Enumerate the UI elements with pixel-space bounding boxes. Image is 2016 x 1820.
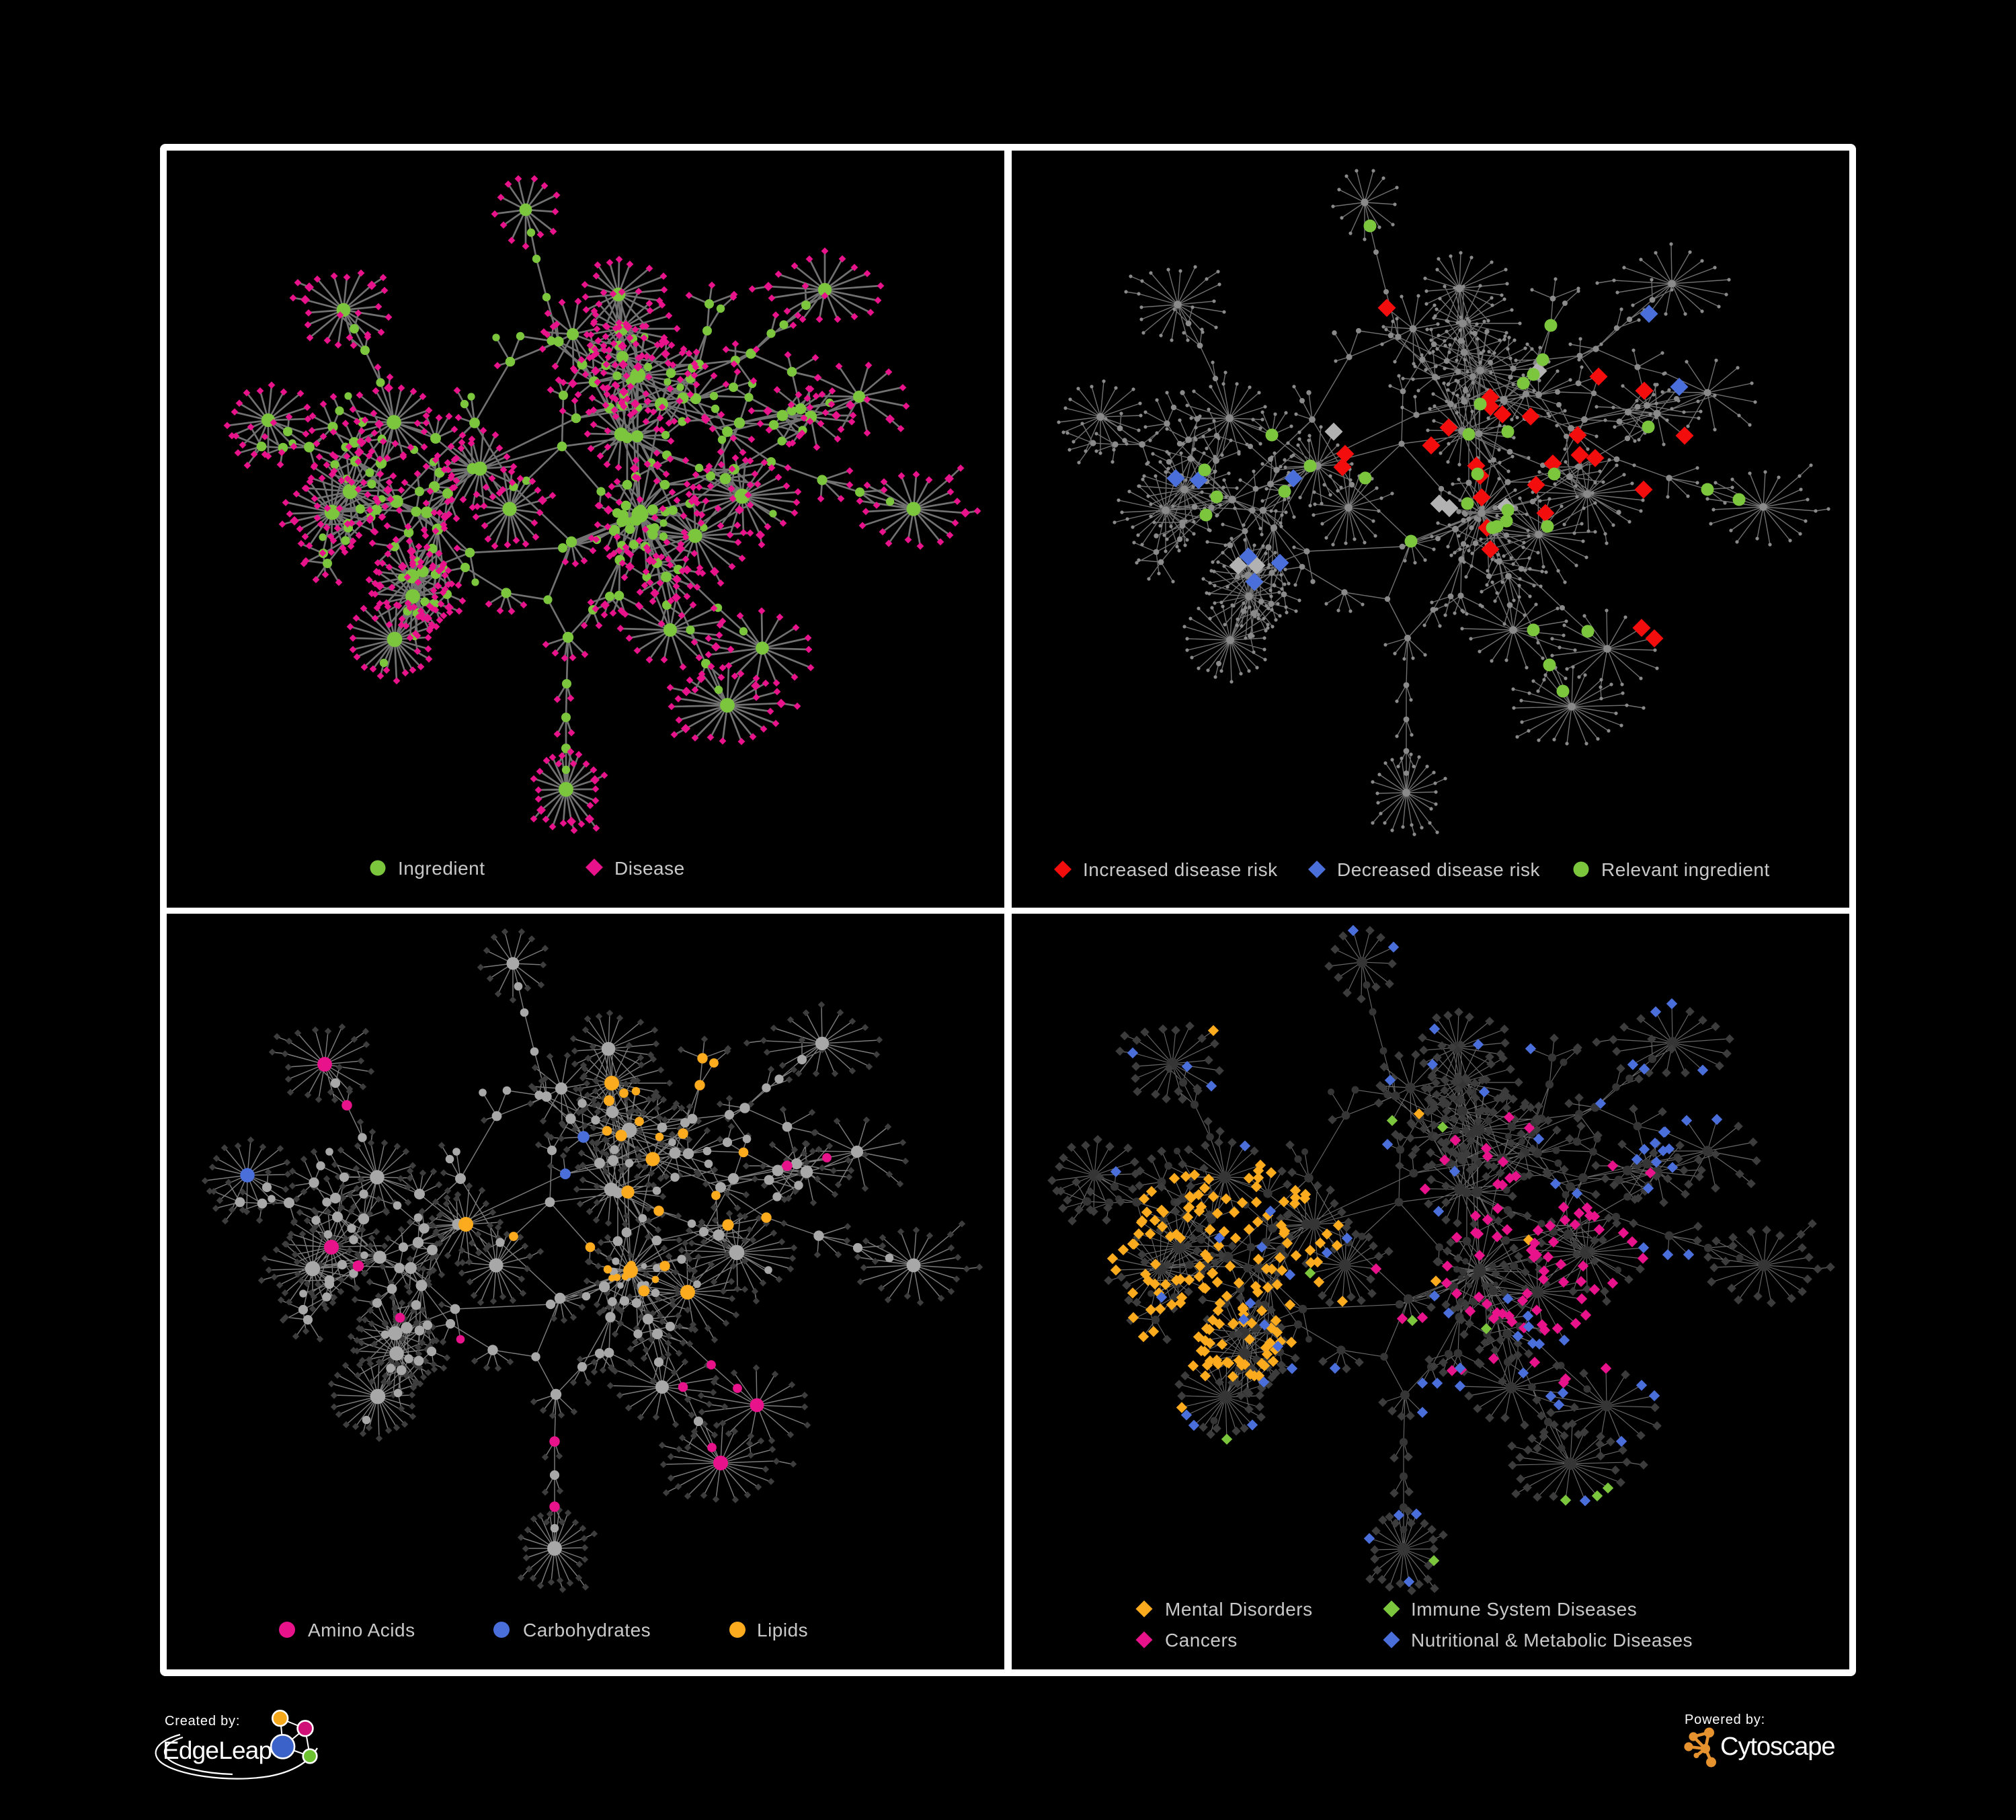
svg-text:Powered by:: Powered by: xyxy=(1685,1712,1765,1727)
svg-text:Ingredient: Ingredient xyxy=(398,858,485,879)
svg-text:Amino Acids: Amino Acids xyxy=(308,1620,415,1640)
svg-text:Decreased disease risk: Decreased disease risk xyxy=(1337,859,1541,880)
svg-text:Relevant ingredient: Relevant ingredient xyxy=(1601,859,1770,880)
svg-text:Increased disease risk: Increased disease risk xyxy=(1083,859,1278,880)
svg-text:Lipids: Lipids xyxy=(757,1620,808,1640)
svg-text:Disease: Disease xyxy=(614,858,685,879)
svg-text:Cytoscape: Cytoscape xyxy=(1720,1733,1835,1761)
svg-text:Cancers: Cancers xyxy=(1165,1630,1238,1651)
svg-text:Immune System Diseases: Immune System Diseases xyxy=(1411,1599,1637,1620)
svg-text:Mental Disorders: Mental Disorders xyxy=(1165,1599,1313,1620)
svg-text:EdgeLeap: EdgeLeap xyxy=(163,1737,272,1764)
svg-text:Carbohydrates: Carbohydrates xyxy=(523,1620,651,1640)
svg-text:Created by:: Created by: xyxy=(165,1714,240,1729)
svg-text:Nutritional & Metabolic Diseas: Nutritional & Metabolic Diseases xyxy=(1411,1630,1693,1651)
